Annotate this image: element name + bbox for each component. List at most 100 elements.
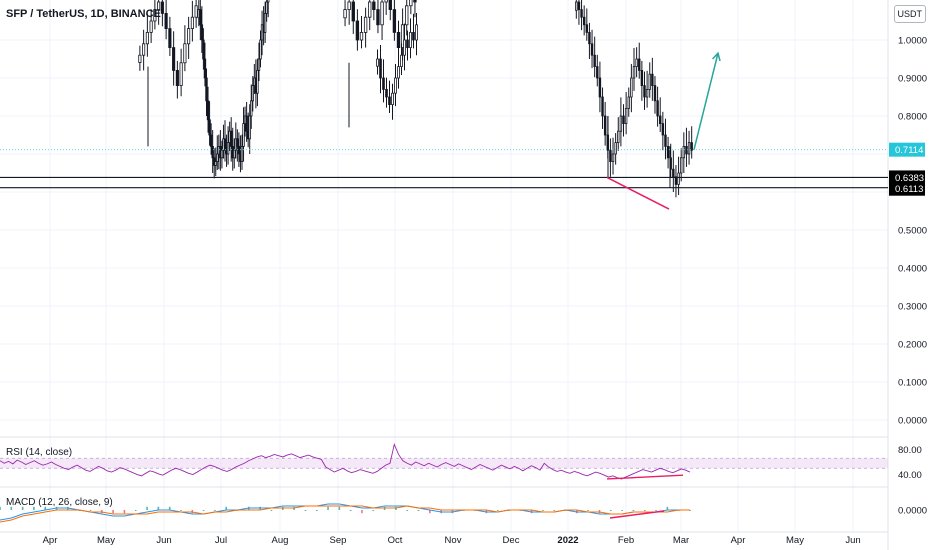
macd-histogram-bar bbox=[349, 510, 352, 511]
macd-histogram-bar bbox=[315, 510, 318, 511]
rsi-line bbox=[0, 442, 691, 480]
price-tick-label: 0.3000 bbox=[898, 302, 927, 313]
candle-up bbox=[214, 161, 217, 166]
candle-up bbox=[263, 12, 267, 33]
candle-down bbox=[603, 115, 607, 136]
candle-down bbox=[601, 96, 604, 117]
macd-histogram-bar bbox=[202, 510, 205, 511]
macd-histogram-bar bbox=[10, 506, 13, 510]
time-tick-label: Mar bbox=[673, 535, 689, 546]
candle-up bbox=[179, 62, 183, 86]
candle-down bbox=[237, 145, 241, 155]
macd-histogram-bar bbox=[417, 510, 420, 511]
candle-down bbox=[582, 16, 586, 26]
price-tick-label: 0.1000 bbox=[898, 378, 927, 389]
candle-up bbox=[630, 77, 633, 98]
candle-down bbox=[211, 145, 214, 159]
time-tick-label: Jun bbox=[156, 535, 171, 546]
macd-histogram-bar bbox=[44, 506, 47, 510]
macd-histogram-bar bbox=[587, 510, 589, 511]
candle-up bbox=[149, 20, 153, 33]
macd-histogram-bar bbox=[429, 510, 431, 514]
candle-up bbox=[267, 0, 270, 3]
candle-up bbox=[256, 70, 259, 94]
candle-down bbox=[640, 70, 644, 87]
candle-up bbox=[400, 24, 405, 48]
time-tick-label: Apr bbox=[43, 535, 58, 546]
candle-down bbox=[653, 85, 657, 102]
candle-down bbox=[651, 73, 654, 86]
candle-down bbox=[413, 0, 417, 3]
candle-up bbox=[343, 9, 347, 19]
time-tick-label: Oct bbox=[388, 535, 403, 546]
macd-histogram-bar bbox=[621, 510, 623, 511]
candle-up bbox=[687, 142, 691, 155]
candle-down bbox=[672, 168, 675, 178]
candle-down bbox=[376, 9, 380, 26]
chart-title: SFP / TetherUS, 1D, BINANCE bbox=[6, 8, 161, 20]
time-tick-label: Jul bbox=[215, 535, 227, 546]
macd-line bbox=[0, 503, 690, 521]
candle-down bbox=[659, 115, 662, 124]
candle-up bbox=[145, 32, 149, 45]
candle-down bbox=[172, 47, 176, 71]
candle-up bbox=[611, 153, 615, 162]
candle-down bbox=[622, 115, 625, 124]
price-tick-label: 0.4000 bbox=[898, 264, 927, 275]
candle-up bbox=[648, 73, 651, 90]
macd-histogram-bar bbox=[406, 510, 409, 511]
macd-histogram-bar bbox=[361, 510, 363, 514]
candle-up bbox=[359, 32, 364, 41]
candle-up bbox=[384, 0, 388, 3]
macd-histogram-bar bbox=[21, 506, 24, 510]
candle-up bbox=[248, 115, 251, 140]
candle-down bbox=[656, 100, 659, 117]
candle-down bbox=[223, 138, 227, 147]
macd-histogram-bar bbox=[643, 510, 646, 511]
candle-down bbox=[388, 96, 391, 105]
macd-histogram-bar bbox=[496, 510, 499, 511]
macd-histogram-bar bbox=[270, 510, 273, 511]
candle-down bbox=[199, 9, 202, 26]
candle-down bbox=[690, 142, 693, 151]
candle-down bbox=[245, 115, 248, 132]
macd-histogram-bar bbox=[214, 510, 216, 511]
macd-histogram-bar bbox=[610, 510, 612, 511]
candle-down bbox=[236, 138, 239, 147]
candle-up bbox=[682, 145, 686, 159]
candle-up bbox=[409, 32, 412, 49]
macd-histogram-bar bbox=[542, 510, 544, 511]
price-tick-label: 0.9000 bbox=[898, 74, 927, 85]
time-tick-label: Feb bbox=[618, 535, 634, 546]
candle-down bbox=[206, 100, 210, 121]
candle-down bbox=[385, 89, 388, 98]
candle-up bbox=[257, 58, 261, 71]
candle-down bbox=[585, 24, 589, 33]
candle-down bbox=[208, 119, 211, 136]
candle-up bbox=[157, 1, 161, 10]
candle-down bbox=[209, 134, 213, 147]
candle-up bbox=[216, 153, 219, 162]
candle-down bbox=[598, 77, 602, 98]
candle-down bbox=[588, 32, 591, 45]
macd-histogram-bar bbox=[89, 510, 92, 511]
candle-down bbox=[580, 9, 583, 18]
candle-up bbox=[240, 145, 244, 162]
macd-divergence-line bbox=[609, 510, 665, 519]
price-tick-label: 0.8000 bbox=[898, 112, 927, 123]
candle-down bbox=[388, 0, 392, 10]
candle-down bbox=[175, 70, 179, 87]
candle-up bbox=[376, 58, 379, 67]
time-tick-label: Jun bbox=[845, 535, 860, 546]
price-badge bbox=[889, 170, 925, 185]
candle-up bbox=[220, 149, 224, 159]
candle-down bbox=[351, 1, 355, 22]
macd-histogram-bar bbox=[0, 506, 1, 510]
candle-up bbox=[187, 28, 191, 45]
candle-up bbox=[391, 92, 394, 105]
candle-up bbox=[627, 96, 630, 109]
macd-histogram-bar bbox=[112, 510, 114, 514]
currency-button[interactable]: USDT bbox=[893, 5, 926, 23]
